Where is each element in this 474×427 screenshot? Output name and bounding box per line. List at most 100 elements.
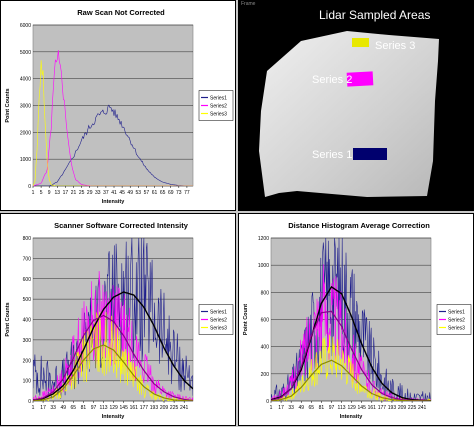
x-tick-label: 81 <box>319 405 325 411</box>
x-tick-label: 41 <box>111 190 117 196</box>
x-tick-label: 69 <box>168 190 174 196</box>
x-tick-label: 241 <box>418 405 427 411</box>
legend-box <box>198 304 234 335</box>
series-line-3 <box>33 311 193 401</box>
window-label: Frame <box>241 1 256 7</box>
lidar-label-series2: Series 2 <box>312 74 352 86</box>
x-tick-label: 161 <box>130 405 139 411</box>
x-tick-label: 77 <box>184 190 190 196</box>
x-tick-label: 225 <box>170 405 179 411</box>
y-tick-label: 600 <box>261 318 270 324</box>
legend-label: Series2 <box>448 318 465 324</box>
x-tick-label: 1 <box>32 405 35 411</box>
x-tick-label: 193 <box>150 405 159 411</box>
y-tick-label: 0 <box>28 399 31 405</box>
y-tick-label: 0 <box>266 399 269 405</box>
y-tick-label: 5000 <box>20 50 31 56</box>
x-tick-label: 161 <box>368 405 377 411</box>
y-tick-label: 3000 <box>20 104 31 110</box>
x-tick-label: 5 <box>40 190 43 196</box>
x-tick-label: 33 <box>288 405 294 411</box>
x-tick-label: 177 <box>378 405 387 411</box>
legend-label: Series3 <box>210 112 227 118</box>
legend-label: Series1 <box>448 310 465 316</box>
y-tick-label: 2000 <box>20 130 31 136</box>
x-tick-label: 17 <box>278 405 284 411</box>
series-line-2 <box>33 270 193 401</box>
chart-svg: Scanner Software Corrected Intensity 0 100… <box>5 221 234 420</box>
x-tick-label: 33 <box>50 405 56 411</box>
lidar-sampled-areas-panel: Frame Lidar Sampled Areas Series 3 Serie… <box>238 0 474 211</box>
x-tick-label: 33 <box>95 190 101 196</box>
x-tick-label: 145 <box>120 405 129 411</box>
y-tick-label: 300 <box>23 338 32 344</box>
x-tick-label: 49 <box>60 405 66 411</box>
x-tick-label: 97 <box>329 405 335 411</box>
fit-curve-1 <box>33 291 193 401</box>
x-tick-label: 225 <box>408 405 417 411</box>
x-tick-label: 241 <box>180 405 189 411</box>
lidar-label-series3: Series 3 <box>375 40 415 52</box>
x-tick-label: 37 <box>103 190 109 196</box>
legend-label: Series1 <box>210 96 227 102</box>
x-tick-label: 25 <box>79 190 85 196</box>
y-tick-label: 4000 <box>20 77 31 83</box>
x-tick-label: 45 <box>119 190 125 196</box>
x-tick-label: 1 <box>32 190 35 196</box>
legend-label: Series3 <box>448 326 465 332</box>
x-tick-label: 81 <box>81 405 87 411</box>
x-tick-label: 65 <box>160 190 166 196</box>
x-tick-label: 113 <box>338 405 346 411</box>
y-tick-label: 800 <box>23 236 32 242</box>
x-tick-label: 97 <box>91 405 97 411</box>
x-tick-label: 9 <box>48 190 51 196</box>
chart-title: Distance Histogram Average Correction <box>288 221 430 230</box>
y-tick-label: 200 <box>261 372 270 378</box>
y-tick-label: 400 <box>261 345 270 351</box>
y-axis-label: Point Count <box>243 304 249 335</box>
y-axis-label: Point Counts <box>5 302 11 336</box>
y-tick-label: 500 <box>23 297 32 303</box>
x-tick-label: 209 <box>160 405 169 411</box>
lidar-label-series1: Series 1 <box>312 149 352 161</box>
x-tick-label: 113 <box>100 405 108 411</box>
y-tick-label: 400 <box>23 318 32 324</box>
y-axis-label: Point Counts <box>5 88 11 122</box>
x-axis-label: Intensity <box>102 199 126 205</box>
distance-corrected-chart-panel: Distance Histogram Average Correction 0 20… <box>238 213 474 426</box>
lidar-point-cloud <box>259 31 439 197</box>
x-tick-label: 193 <box>388 405 397 411</box>
x-tick-label: 73 <box>176 190 182 196</box>
fit-curve-1 <box>271 285 431 401</box>
series1-area <box>353 148 387 160</box>
fit-curve-3 <box>271 359 431 401</box>
x-tick-label: 13 <box>55 190 61 196</box>
chart-title: Raw Scan Not Corrected <box>77 8 165 17</box>
x-tick-label: 177 <box>140 405 149 411</box>
series2-area <box>346 71 374 87</box>
x-tick-label: 29 <box>87 190 93 196</box>
legend-label: Series3 <box>210 326 227 332</box>
y-tick-label: 600 <box>23 277 32 283</box>
y-tick-label: 100 <box>23 379 32 385</box>
y-tick-label: 1000 <box>258 263 269 269</box>
x-axis-label: Intensity <box>102 414 126 420</box>
x-tick-label: 65 <box>309 405 315 411</box>
x-tick-label: 145 <box>358 405 367 411</box>
x-tick-label: 17 <box>40 405 46 411</box>
legend-label: Series2 <box>210 318 227 324</box>
scanner-corrected-chart-panel: Scanner Software Corrected Intensity 0 100… <box>0 213 236 426</box>
lidar-title: Lidar Sampled Areas <box>319 8 431 22</box>
x-tick-label: 17 <box>63 190 69 196</box>
y-tick-label: 1200 <box>258 236 269 242</box>
x-axis-label: Intensity <box>340 414 364 420</box>
fit-curve-3 <box>33 344 193 401</box>
legend-label: Series1 <box>210 310 227 316</box>
x-tick-label: 1 <box>270 405 273 411</box>
y-tick-label: 700 <box>23 256 32 262</box>
x-tick-label: 53 <box>136 190 142 196</box>
chart-svg: Raw Scan Not Corrected 0 1000 2000 3000 4000 5… <box>5 8 234 205</box>
y-tick-label: 0 <box>28 184 31 190</box>
x-tick-label: 209 <box>398 405 407 411</box>
y-tick-label: 200 <box>23 358 32 364</box>
